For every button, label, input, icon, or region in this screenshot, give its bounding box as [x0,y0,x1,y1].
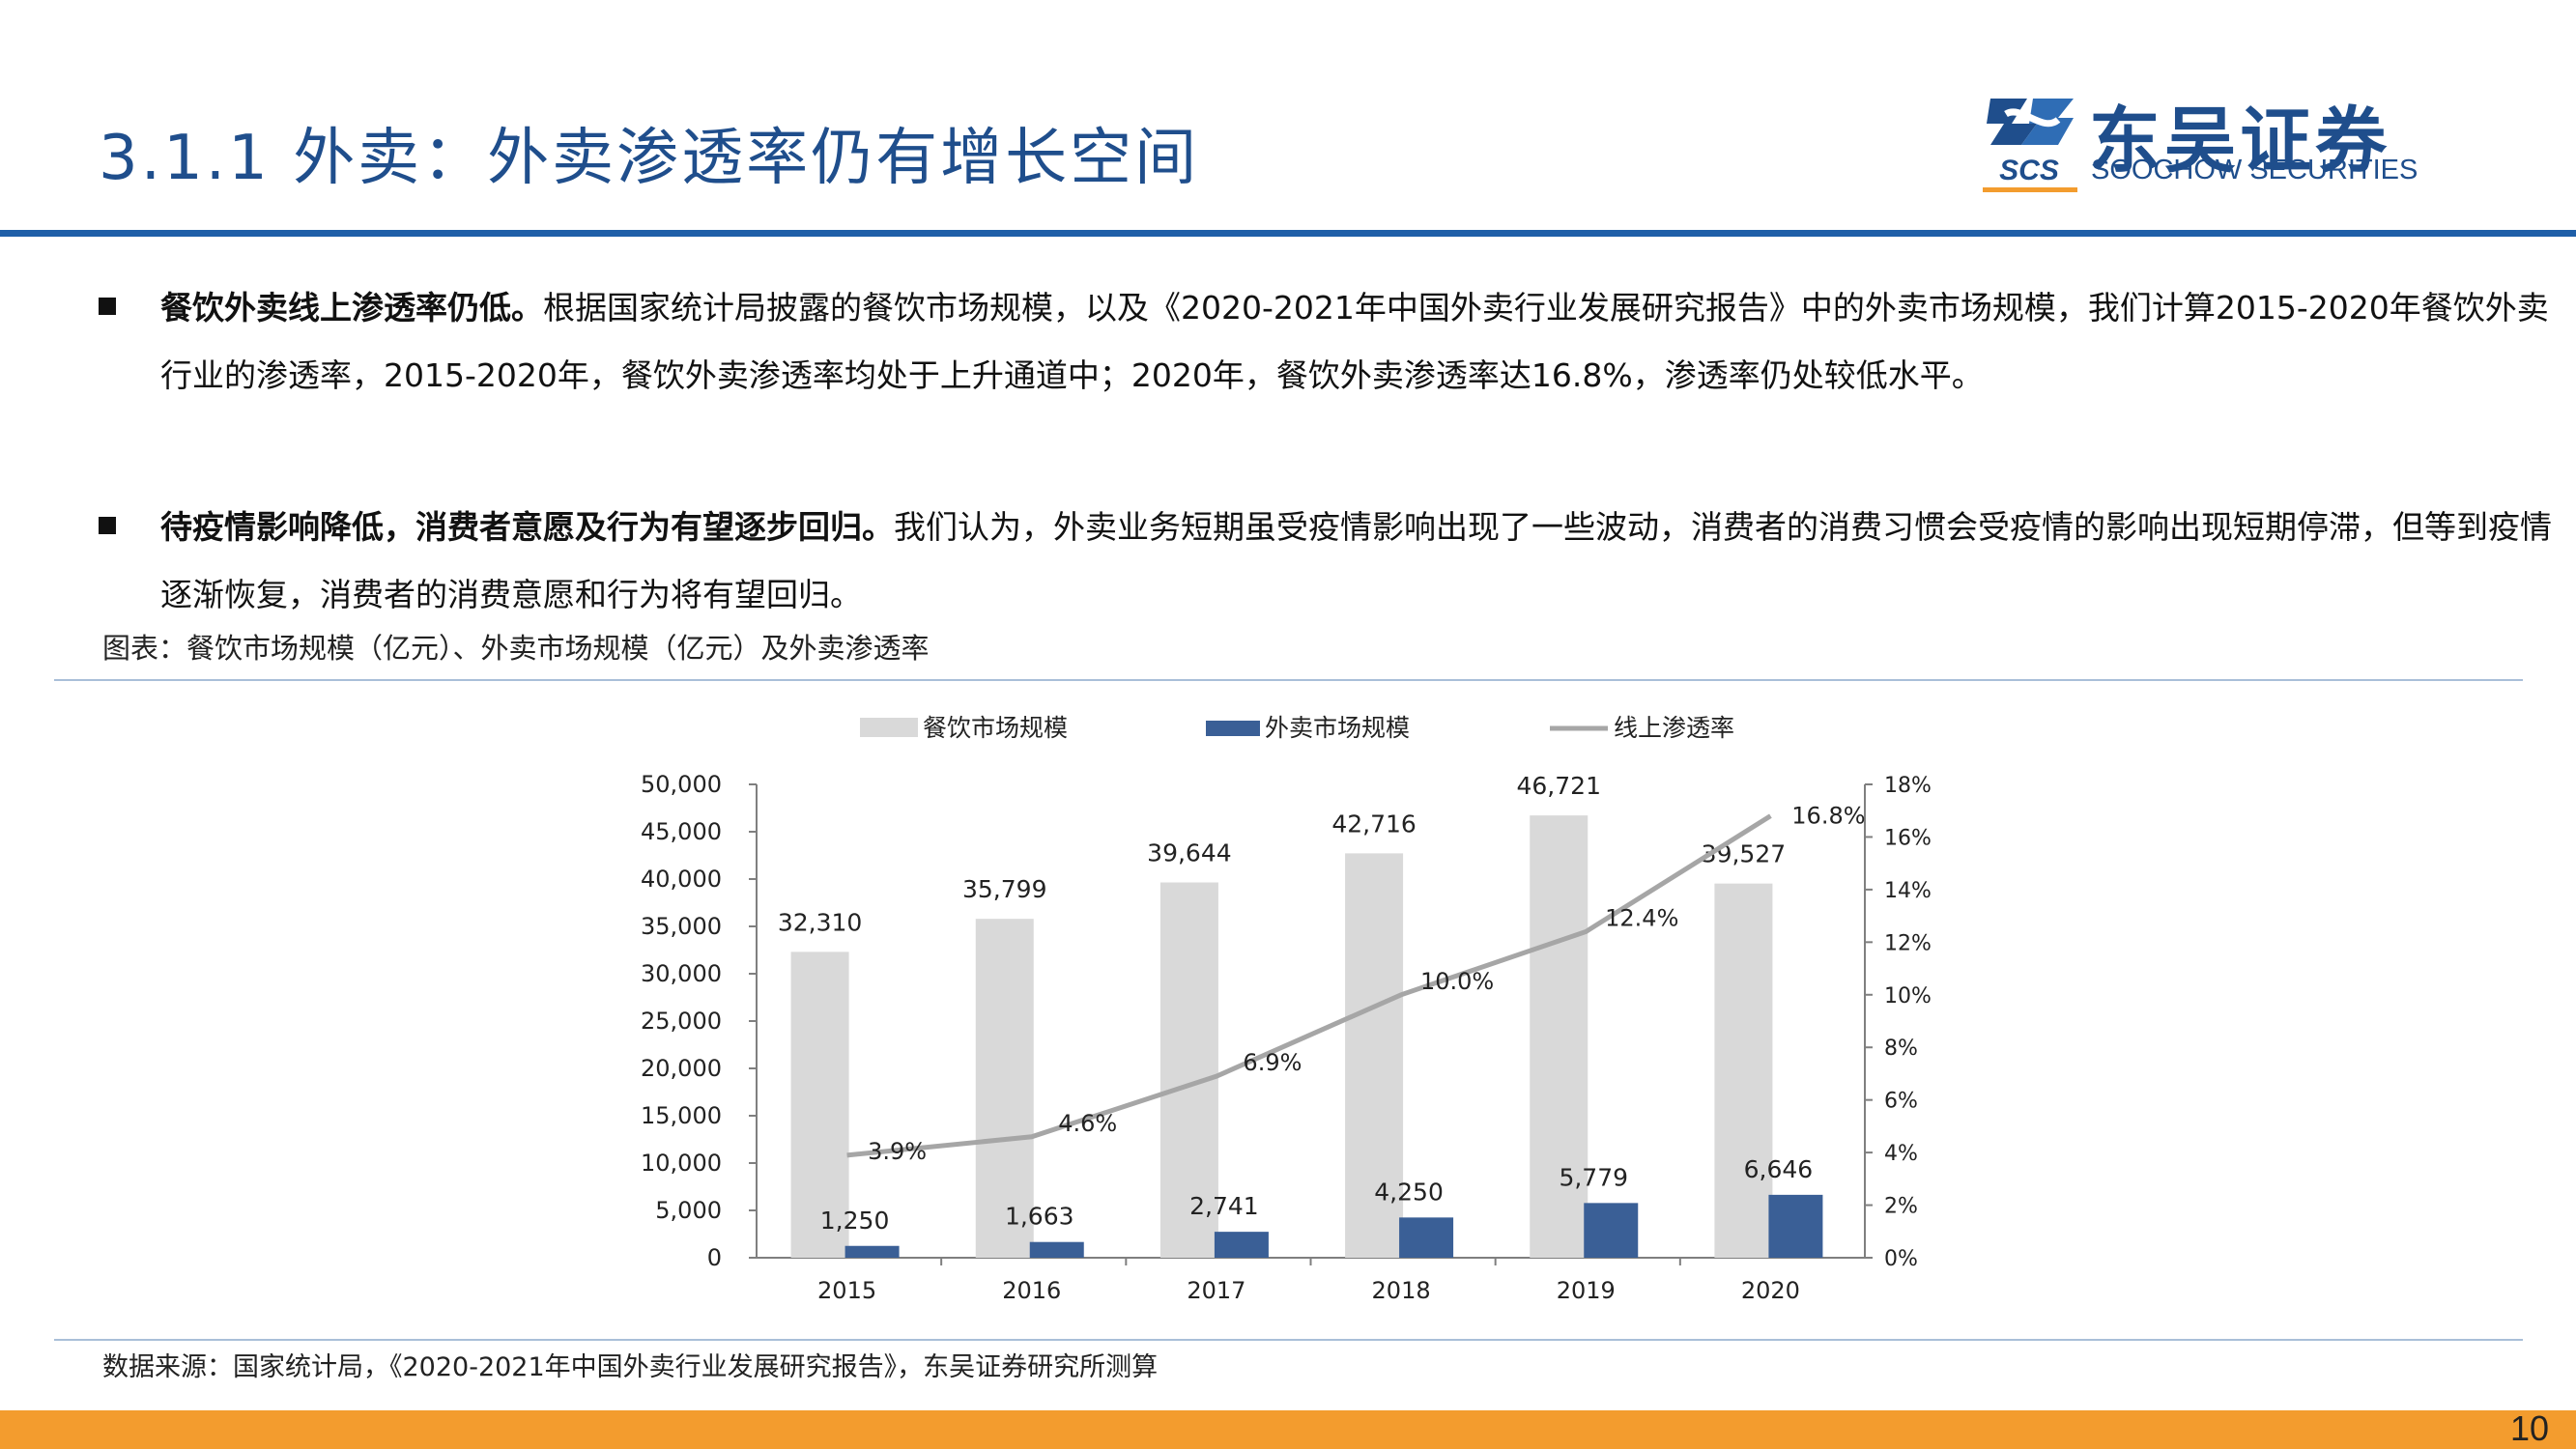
logo-abbr: SCS [1999,155,2059,186]
penetration-value-label: 4.6% [1058,1110,1117,1137]
penetration-value-label: 6.9% [1243,1049,1302,1076]
bullet-square-icon [99,517,116,534]
penetration-value-label: 16.8% [1791,803,1865,830]
right-tick-label: 16% [1884,826,1932,850]
left-tick-label: 50,000 [641,771,722,798]
x-tick-label: 2016 [1002,1277,1061,1304]
legend-restaurant-swatch [860,718,918,737]
bullet-lead: 餐饮外卖线上渗透率仍低。 [160,289,543,327]
restaurant-value-label: 39,644 [1147,838,1231,867]
title-divider [0,230,2576,237]
restaurant-value-label: 39,527 [1702,840,1786,868]
x-tick-label: 2017 [1187,1277,1245,1304]
footer-bar [0,1410,2576,1449]
soochow-logo: SCS 东吴证券 SOOCHOW SECURITIES [1981,85,2425,192]
bullet-lead: 待疫情影响降低，消费者意愿及行为有望逐步回归。 [160,508,894,546]
x-tick-label: 2015 [817,1277,876,1304]
right-tick-label: 8% [1884,1037,1918,1061]
takeout-bar [1214,1232,1269,1258]
left-tick-label: 10,000 [641,1150,722,1177]
right-tick-label: 10% [1884,984,1932,1009]
restaurant-bar [1159,882,1218,1258]
bullet-body: 我们认为，外卖业务短期虽受疫情影响出现了一些波动，消费者的消费习惯会受疫情的影响… [160,508,2552,613]
takeout-bar [1584,1203,1639,1258]
source-divider [54,1339,2523,1341]
restaurant-bar [1714,883,1773,1258]
bullet-body: 根据国家统计局披露的餐饮市场规模，以及《2020-2021年中国外卖行业发展研究… [160,289,2549,394]
restaurant-value-label: 35,799 [962,875,1046,903]
right-tick-label: 0% [1884,1247,1918,1271]
left-tick-label: 0 [707,1244,722,1271]
left-tick-label: 40,000 [641,866,722,893]
right-tick-label: 18% [1884,774,1932,798]
logo-name: 东吴证券 [2089,99,2390,183]
data-source: 数据来源：国家统计局，《2020-2021年中国外卖行业发展研究报告》，东吴证券… [102,1352,1159,1382]
page-number: 10 [2509,1408,2549,1448]
logo-subtitle: SOOCHOW SECURITIES [2091,155,2419,185]
restaurant-bar [790,952,849,1258]
takeout-value-label: 1,250 [820,1207,890,1235]
takeout-value-label: 4,250 [1374,1178,1444,1206]
left-tick-label: 25,000 [641,1008,722,1035]
restaurant-bar [1345,853,1404,1258]
left-tick-label: 20,000 [641,1055,722,1082]
page-title: 3.1.1 外卖：外卖渗透率仍有增长空间 [99,123,1200,194]
x-tick-label: 2019 [1557,1277,1616,1304]
x-tick-label: 2020 [1741,1277,1800,1304]
caption-divider [54,679,2523,681]
restaurant-bar [1530,815,1589,1258]
legend-takeout-label: 外卖市场规模 [1265,714,1410,742]
takeout-bar [1399,1217,1454,1258]
restaurant-value-label: 42,716 [1331,810,1416,838]
left-tick-label: 30,000 [641,960,722,987]
right-tick-label: 2% [1884,1195,1918,1219]
bullet-square-icon [99,298,116,315]
left-tick-label: 45,000 [641,818,722,845]
logo-mark-icon [1983,85,2077,155]
takeout-value-label: 5,779 [1559,1163,1628,1191]
right-tick-label: 14% [1884,879,1932,903]
restaurant-value-label: 32,310 [778,908,862,936]
penetration-value-label: 10.0% [1420,968,1494,995]
bullet-recovery: 待疫情影响降低，消费者意愿及行为有望逐步回归。我们认为，外卖业务短期虽受疫情影响… [99,494,2572,629]
right-tick-label: 12% [1884,931,1932,955]
legend-penetration-label: 线上渗透率 [1614,714,1734,742]
takeout-value-label: 6,646 [1744,1155,1814,1183]
right-tick-label: 6% [1884,1090,1918,1114]
left-tick-label: 5,000 [655,1197,722,1224]
takeout-value-label: 2,741 [1189,1192,1259,1220]
penetration-line [846,813,1772,1158]
takeout-bar [844,1245,900,1258]
chart-caption: 图表：餐饮市场规模（亿元）、外卖市场规模（亿元）及外卖渗透率 [102,632,930,665]
left-tick-label: 15,000 [641,1102,722,1129]
bullet-penetration: 餐饮外卖线上渗透率仍低。根据国家统计局披露的餐饮市场规模，以及《2020-202… [99,274,2572,410]
restaurant-value-label: 46,721 [1517,772,1601,800]
takeout-bar [1029,1241,1084,1258]
restaurant-bar [975,919,1034,1258]
penetration-value-label: 3.9% [868,1138,927,1165]
x-tick-label: 2018 [1372,1277,1431,1304]
right-tick-label: 4% [1884,1142,1918,1166]
legend-takeout-swatch [1206,721,1260,736]
left-tick-label: 35,000 [641,913,722,940]
logo-underline [1983,187,2077,192]
takeout-bar [1768,1194,1823,1258]
legend-restaurant-label: 餐饮市场规模 [923,714,1068,742]
takeout-value-label: 1,663 [1005,1203,1074,1231]
penetration-value-label: 12.4% [1605,904,1678,931]
